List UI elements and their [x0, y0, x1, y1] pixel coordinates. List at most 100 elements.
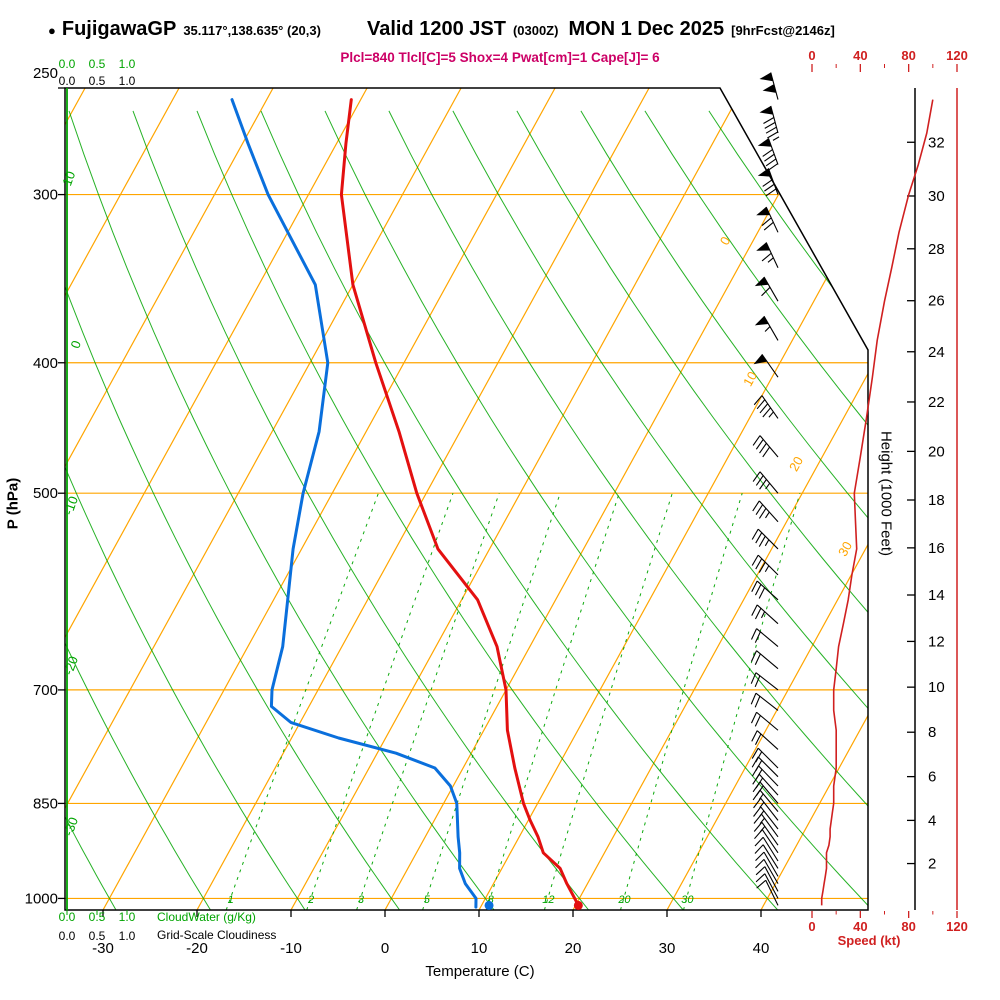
svg-text:20: 20	[928, 443, 945, 460]
svg-text:0.0: 0.0	[59, 57, 76, 71]
temperature-curve	[339, 98, 581, 909]
svg-text:20: 20	[565, 940, 582, 957]
svg-text:-10: -10	[280, 940, 302, 957]
svg-text:0.5: 0.5	[89, 57, 106, 71]
mixing-ratio-lines	[225, 493, 801, 910]
forecast-info: [9hrFcst@2146z]	[731, 23, 835, 38]
svg-text:16: 16	[928, 540, 945, 557]
svg-text:5: 5	[424, 894, 431, 906]
svg-text:-30: -30	[92, 940, 114, 957]
svg-text:2: 2	[928, 856, 936, 873]
svg-text:300: 300	[33, 187, 58, 204]
pressure-axis-label: P (hPa)	[4, 477, 22, 530]
svg-text:1: 1	[228, 894, 234, 906]
svg-text:0: 0	[808, 48, 815, 63]
cloudwater-label: CloudWater (g/Kg)	[157, 910, 256, 924]
svg-text:0.5: 0.5	[89, 910, 106, 924]
dewpoint-curve	[230, 98, 478, 909]
speed-axis-label: Speed (kt)	[837, 933, 901, 948]
station-name: FujigawaGP	[61, 18, 177, 40]
svg-text:1.0: 1.0	[119, 74, 136, 88]
svg-text:0: 0	[808, 919, 815, 934]
svg-text:80: 80	[901, 48, 915, 63]
svg-text:10: 10	[740, 369, 760, 389]
svg-text:20: 20	[786, 454, 806, 474]
svg-text:1.0: 1.0	[119, 57, 136, 71]
isotherm-gridlines	[65, 88, 868, 910]
svg-text:120: 120	[946, 919, 968, 934]
svg-text:10: 10	[59, 169, 78, 188]
svg-text:400: 400	[33, 355, 58, 372]
station-bullet-icon: ●	[48, 23, 56, 38]
svg-text:700: 700	[33, 682, 58, 699]
svg-text:0: 0	[717, 234, 734, 248]
stability-parameters: Plcl=840 Tlcl[C]=5 Shox=4 Pwat[cm]=1 Cap…	[340, 50, 660, 65]
svg-text:250: 250	[33, 65, 58, 82]
svg-text:-10: -10	[61, 494, 82, 517]
svg-text:30: 30	[835, 539, 855, 559]
adiabat-value-labels: 10 0 -10 -20 -30	[59, 169, 84, 838]
svg-text:8: 8	[928, 724, 936, 741]
wind-barbs	[750, 72, 780, 906]
speed-scale-top: 0 40 80 120	[808, 48, 968, 72]
svg-text:10: 10	[928, 679, 945, 696]
dry-adiabat-lines	[65, 110, 868, 910]
cloud-scale-bottom-green: 0.0 0.5 1.0	[59, 910, 136, 924]
svg-text:120: 120	[946, 48, 968, 63]
svg-text:-30: -30	[61, 815, 82, 838]
cloud-scale-bottom-black: 0.0 0.5 1.0	[59, 929, 136, 943]
svg-text:24: 24	[928, 344, 945, 361]
svg-text:30: 30	[681, 894, 694, 906]
temperature-axis-label: Temperature (C)	[425, 963, 535, 980]
plot-border	[64, 87, 869, 911]
svg-text:2: 2	[307, 894, 314, 906]
svg-text:0: 0	[67, 338, 84, 350]
svg-text:1.0: 1.0	[119, 929, 136, 943]
svg-text:500: 500	[33, 485, 58, 502]
chart-title: ● FujigawaGP 35.117°,138.635° (20,3) Val…	[48, 18, 978, 41]
pressure-tick-labels: 250 300 400 500 700 850 1000	[25, 65, 65, 907]
station-coords: 35.117°,138.635° (20,3)	[183, 23, 321, 38]
svg-text:8: 8	[488, 894, 495, 906]
cloudiness-label: Grid-Scale Cloudiness	[157, 928, 277, 942]
mixing-ratio-labels: 1 2 3 5 8 12 20 30	[228, 894, 695, 906]
surface-dewpoint-dot	[484, 900, 494, 910]
wind-speed-curve	[820, 99, 934, 906]
speed-scale-bottom: 0 40 80 120	[808, 911, 968, 934]
svg-text:26: 26	[928, 293, 945, 310]
cloud-scale-top-black: 0.0 0.5 1.0	[59, 74, 136, 88]
isobar-gridlines	[65, 193, 868, 900]
svg-text:18: 18	[928, 492, 945, 509]
surface-temperature-dot	[573, 900, 583, 910]
svg-text:0.5: 0.5	[89, 929, 106, 943]
svg-text:6: 6	[928, 769, 936, 786]
svg-text:1000: 1000	[25, 890, 58, 907]
svg-text:0: 0	[381, 940, 389, 957]
svg-text:4: 4	[928, 812, 936, 829]
svg-text:30: 30	[659, 940, 676, 957]
valid-utc: (0300Z)	[512, 23, 559, 38]
svg-text:12: 12	[928, 633, 945, 650]
svg-text:1.0: 1.0	[119, 910, 136, 924]
svg-text:20: 20	[617, 894, 631, 906]
svg-text:12: 12	[542, 894, 554, 906]
svg-text:3: 3	[358, 894, 365, 906]
svg-text:850: 850	[33, 795, 58, 812]
svg-text:14: 14	[928, 587, 945, 604]
svg-text:0.5: 0.5	[89, 74, 106, 88]
svg-text:0.0: 0.0	[59, 910, 76, 924]
svg-text:30: 30	[928, 188, 945, 205]
svg-text:0.0: 0.0	[59, 74, 76, 88]
svg-text:40: 40	[753, 940, 770, 957]
svg-text:22: 22	[928, 394, 945, 411]
cloud-scale-top-green: 0.0 0.5 1.0	[59, 57, 136, 71]
svg-text:40: 40	[853, 48, 867, 63]
svg-text:-20: -20	[186, 940, 208, 957]
svg-text:0.0: 0.0	[59, 929, 76, 943]
svg-text:80: 80	[901, 919, 915, 934]
temperature-tick-labels: -30 -20 -10 0 10 20 30 40	[92, 910, 769, 957]
isotherm-value-labels: 0 10 20 30	[717, 234, 855, 559]
